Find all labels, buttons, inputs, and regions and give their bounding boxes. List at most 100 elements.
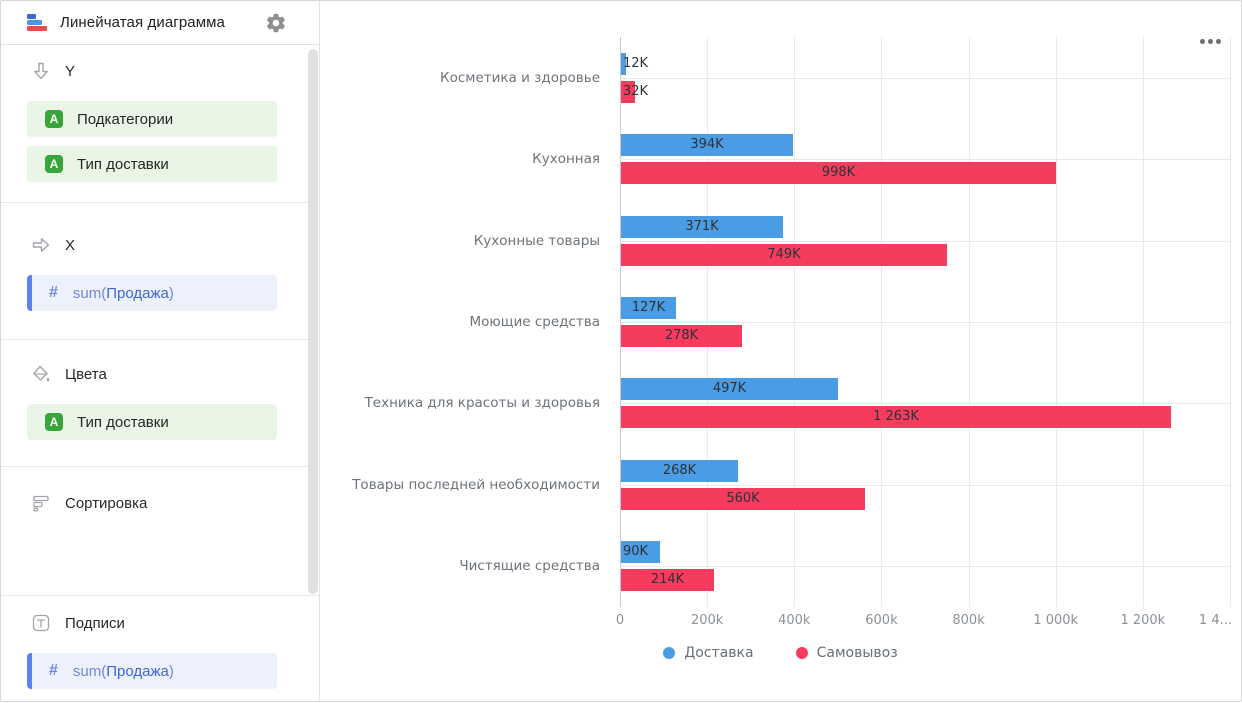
field-chip-label: Тип доставки bbox=[77, 413, 169, 431]
category-label: Кухонная bbox=[532, 151, 600, 167]
field-chip-sum-sales-labels[interactable]: # sum(Продажа) bbox=[27, 653, 277, 689]
bar-value-label: 998K bbox=[821, 165, 856, 180]
bar-pickup[interactable] bbox=[621, 569, 714, 591]
bar-value-label: 278K bbox=[664, 328, 699, 343]
section-y: Y A Подкатегории A Тип доставки bbox=[1, 45, 319, 203]
bar-pickup[interactable] bbox=[621, 325, 742, 347]
category-gridline bbox=[620, 322, 1230, 323]
field-chip-label: sum(Продажа) bbox=[72, 284, 174, 302]
bar-delivery[interactable] bbox=[621, 541, 660, 563]
bar-value-label: 90K bbox=[623, 544, 649, 559]
x-axis-tick-label: 1 200k bbox=[1120, 613, 1166, 628]
field-chip-sum-sales[interactable]: # sum(Продажа) bbox=[27, 275, 277, 311]
sidebar: Линейчатая диаграмма Y A Подкатегории A … bbox=[1, 1, 320, 701]
x-axis-tick-label: 1 4... bbox=[1198, 613, 1232, 628]
legend-label: Доставка bbox=[684, 645, 754, 661]
bar-value-label: 394K bbox=[690, 137, 724, 152]
section-y-label: Y bbox=[65, 62, 76, 80]
field-chip-delivery-type-color[interactable]: A Тип доставки bbox=[27, 404, 277, 440]
field-chip-label: sum(Продажа) bbox=[72, 662, 174, 680]
section-labels-label: Подписи bbox=[65, 614, 125, 632]
x-axis-tick-label: 400k bbox=[778, 613, 811, 628]
category-label: Кухонные товары bbox=[473, 233, 600, 249]
sidebar-scrollbar[interactable] bbox=[308, 49, 318, 594]
section-x-label: X bbox=[65, 236, 76, 254]
section-y-header: Y bbox=[1, 59, 319, 83]
bar-pickup[interactable] bbox=[621, 81, 635, 103]
category-gridline bbox=[620, 485, 1230, 486]
bar-pickup[interactable] bbox=[621, 162, 1056, 184]
bar-value-label: 1 263K bbox=[873, 409, 919, 424]
x-axis-tick-label: 600k bbox=[865, 613, 898, 628]
field-chip-subcategories[interactable]: A Подкатегории bbox=[27, 101, 277, 137]
category-gridline bbox=[620, 566, 1230, 567]
category-label: Товары последней необходимости bbox=[352, 477, 600, 493]
chart-menu-button[interactable] bbox=[1196, 35, 1225, 48]
chart-legend: Доставка Самовывоз bbox=[320, 645, 1241, 661]
dimension-icon: A bbox=[45, 155, 63, 173]
category-label: Моющие средства bbox=[469, 314, 600, 330]
bar-value-label: 560K bbox=[726, 491, 760, 506]
bar-value-label: 268K bbox=[662, 463, 697, 478]
bar-chart-type-icon bbox=[27, 14, 47, 31]
category-gridline bbox=[620, 159, 1230, 160]
category-label: Чистящие средства bbox=[459, 558, 600, 574]
dimension-icon: A bbox=[45, 413, 63, 431]
bar-value-label: 12K bbox=[623, 56, 649, 71]
section-x: X # sum(Продажа) bbox=[1, 203, 319, 340]
field-chip-delivery-type[interactable]: A Тип доставки bbox=[27, 146, 277, 182]
field-chip-label: Подкатегории bbox=[77, 110, 174, 128]
section-labels-header: Подписи bbox=[1, 611, 319, 635]
text-label-icon bbox=[31, 613, 51, 633]
bar-value-label: 497K bbox=[712, 381, 747, 396]
legend-label: Самовывоз bbox=[816, 645, 898, 661]
category-label: Косметика и здоровье bbox=[440, 70, 600, 86]
bar-delivery[interactable] bbox=[621, 378, 838, 400]
legend-dot bbox=[663, 647, 676, 659]
bar-value-label: 749K bbox=[767, 247, 801, 262]
legend-item-pickup[interactable]: Самовывоз bbox=[795, 645, 898, 661]
category-gridline bbox=[620, 241, 1230, 242]
bar-delivery[interactable] bbox=[621, 53, 626, 75]
category-label: Техника для красоты и здоровья bbox=[364, 395, 600, 411]
bar-pickup[interactable] bbox=[621, 406, 1171, 428]
bar-pickup[interactable] bbox=[621, 488, 865, 510]
x-axis-tick-label: 200k bbox=[690, 613, 724, 628]
chart-type-title: Линейчатая диаграмма bbox=[60, 14, 225, 31]
measure-accent-bar bbox=[27, 653, 32, 689]
section-sort: Сортировка bbox=[1, 467, 319, 596]
section-colors: Цвета A Тип доставки bbox=[1, 340, 319, 467]
x-axis-tick-label: 1 000k bbox=[1033, 613, 1079, 628]
section-x-header: X bbox=[1, 233, 319, 257]
bar-value-label: 32K bbox=[623, 84, 649, 99]
number-hash-icon: # bbox=[49, 284, 58, 301]
section-colors-label: Цвета bbox=[65, 365, 107, 383]
section-labels: Подписи # sum(Продажа) bbox=[1, 596, 319, 703]
x-axis-tick-label: 800k bbox=[952, 613, 985, 628]
arrow-down-icon bbox=[31, 61, 51, 81]
bar-value-label: 371K bbox=[685, 219, 719, 234]
legend-dot bbox=[795, 647, 808, 659]
bar-delivery[interactable] bbox=[621, 134, 793, 156]
field-chip-label: Тип доставки bbox=[77, 155, 169, 173]
dimension-icon: A bbox=[45, 110, 63, 128]
measure-accent-bar bbox=[27, 275, 32, 311]
chart-panel: 0 200k 400k 600k 800k 1 000k 1 200k 1 4... Косме… bbox=[320, 1, 1241, 701]
section-colors-header: Цвета bbox=[1, 362, 319, 386]
sort-bars-icon bbox=[31, 493, 51, 513]
bar-delivery[interactable] bbox=[621, 297, 676, 319]
category-gridline bbox=[620, 78, 1230, 79]
bar-pickup[interactable] bbox=[621, 244, 947, 266]
section-sort-header: Сортировка bbox=[1, 491, 319, 515]
sidebar-header: Линейчатая диаграмма bbox=[1, 1, 319, 45]
bar-value-label: 127K bbox=[631, 300, 666, 315]
section-sort-label: Сортировка bbox=[65, 494, 148, 512]
arrow-right-icon bbox=[31, 235, 51, 255]
legend-item-delivery[interactable]: Доставка bbox=[663, 645, 754, 661]
bar-value-label: 214K bbox=[650, 572, 685, 587]
bar-delivery[interactable] bbox=[621, 460, 738, 482]
x-axis-tick-label: 0 bbox=[615, 613, 625, 628]
bar-delivery[interactable] bbox=[621, 216, 783, 238]
settings-gear-icon[interactable] bbox=[263, 10, 289, 36]
